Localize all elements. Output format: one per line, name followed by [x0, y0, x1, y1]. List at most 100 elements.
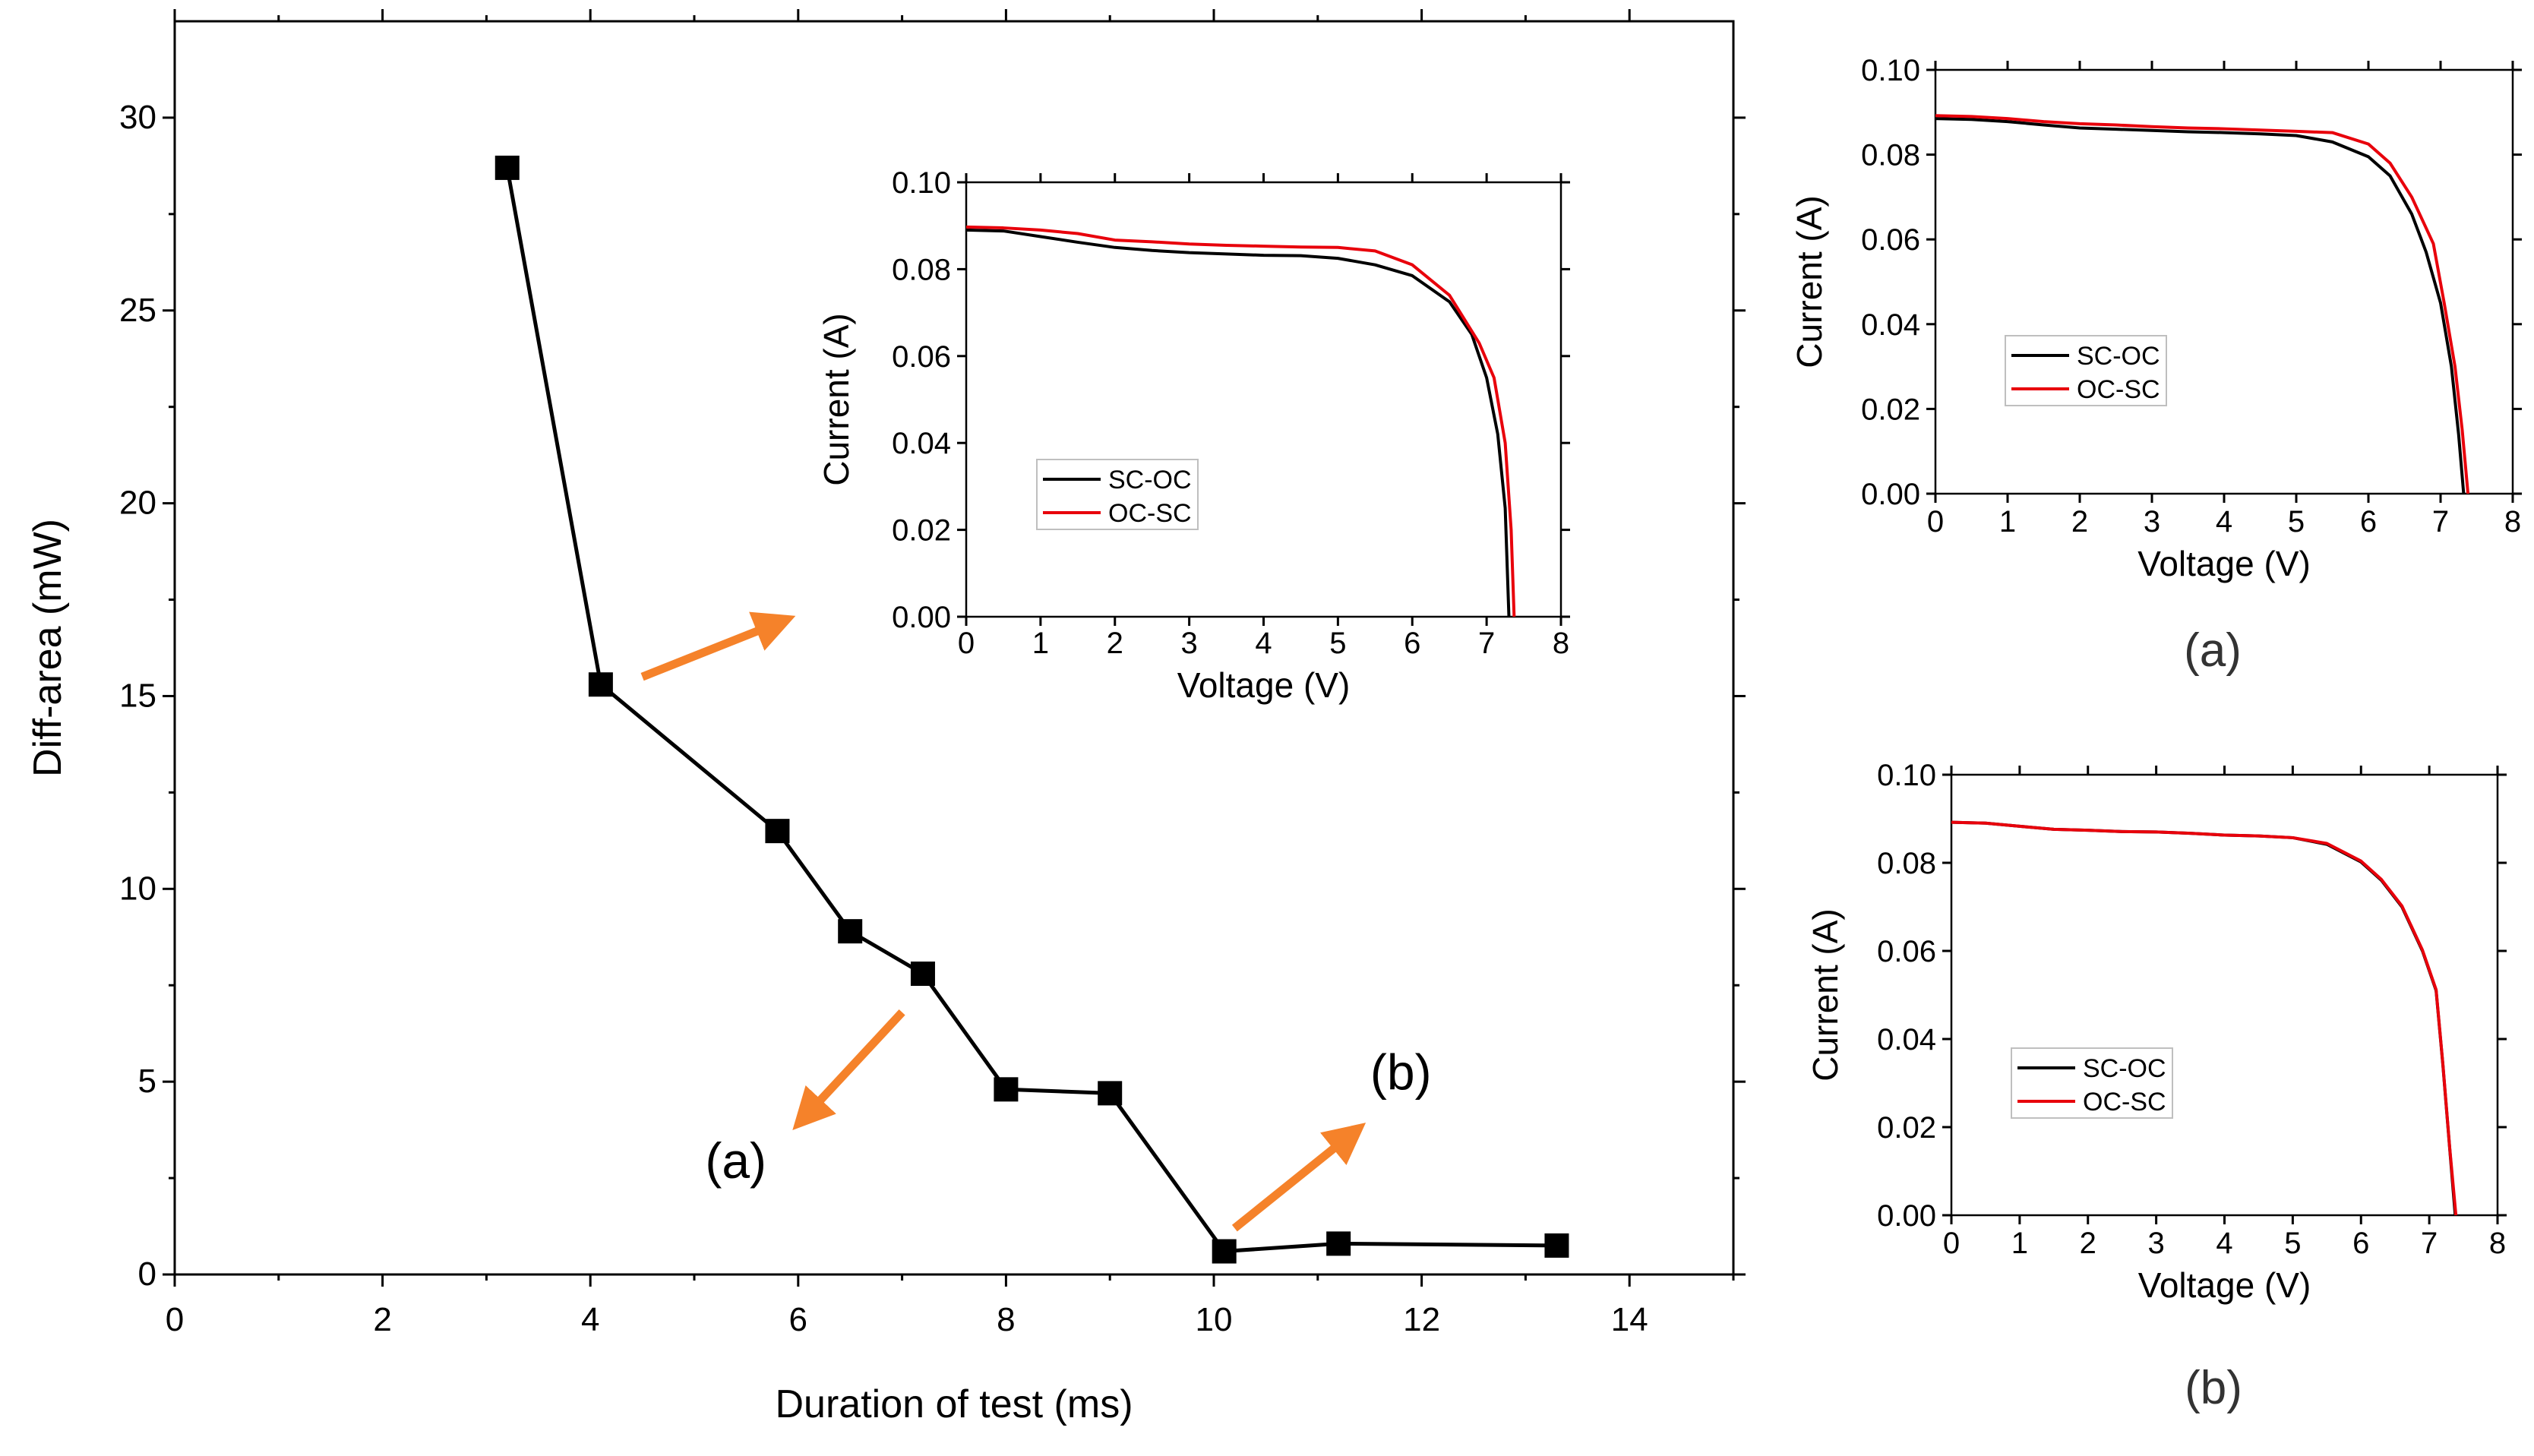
main-data-point [1326, 1231, 1351, 1256]
panel-a-legend-label: OC-SC [2077, 375, 2160, 404]
panel-a-legend-label: SC-OC [2077, 342, 2160, 371]
inset-y-axis-title: Current (A) [817, 313, 856, 485]
panel-a-ytick-label: 0.10 [1861, 54, 1920, 87]
inset-xtick-label: 8 [1553, 627, 1569, 660]
panel-a-xtick-label: 8 [2504, 505, 2521, 538]
panel-b-xtick-label: 0 [1943, 1227, 1960, 1260]
inset-xtick-label: 4 [1255, 627, 1272, 660]
inset-legend-label: OC-SC [1108, 499, 1192, 528]
orange-arrow-2 [792, 1009, 905, 1131]
panel-b-xtick-label: 5 [2284, 1227, 2301, 1260]
main-ytick-label: 20 [119, 485, 156, 522]
panel-a-xtick-label: 4 [2216, 505, 2232, 538]
panel-b-legend-label: OC-SC [2083, 1088, 2166, 1116]
orange-arrow-3 [1231, 1123, 1367, 1232]
main-x-axis-title: Duration of test (ms) [775, 1382, 1133, 1426]
panel-b-xtick-label: 4 [2216, 1227, 2232, 1260]
main-xtick-label: 8 [997, 1301, 1015, 1338]
inset-ytick-label: 0.10 [892, 166, 951, 200]
inset-xtick-label: 5 [1329, 627, 1346, 660]
inset-ytick-label: 0.04 [892, 427, 951, 460]
panel-b-xtick-label: 7 [2421, 1227, 2438, 1260]
main-annotation-a: (a) [705, 1132, 766, 1189]
inset-xtick-label: 6 [1404, 627, 1420, 660]
main-data-point [1544, 1233, 1569, 1258]
panel-b-series-sc-oc [1951, 820, 2457, 1216]
main-xtick-label: 10 [1196, 1301, 1233, 1338]
panel-b-x-axis-title: Voltage (V) [2138, 1265, 2311, 1305]
inset-ytick-label: 0.08 [892, 253, 951, 286]
panel-a-xtick-label: 0 [1927, 505, 1944, 538]
main-y-axis-title: Diff-area (mW) [26, 519, 70, 777]
panel-a-y-axis-title: Current (A) [1790, 195, 1829, 368]
panel-a-ytick-label: 0.06 [1861, 223, 1920, 257]
panel-b-xtick-label: 8 [2489, 1227, 2506, 1260]
panel-b-legend: SC-OC OC-SC [2011, 1047, 2173, 1119]
main-data-point [994, 1077, 1019, 1102]
panel-b-legend-box [2011, 1047, 2173, 1119]
main-series-diff-area [505, 167, 1557, 1254]
panel-b-ytick-label: 0.04 [1877, 1023, 1936, 1056]
panel-b-series-oc-sc [1951, 820, 2458, 1216]
panel-a-xtick-label: 5 [2288, 505, 2305, 538]
panel-b-plot-frame [1950, 773, 2499, 1217]
main-ytick-label: 30 [119, 99, 156, 136]
panel-b-ytick-label: 0.06 [1877, 935, 1936, 968]
main-data-point [494, 155, 520, 180]
panel-b-xtick-label: 3 [2148, 1227, 2165, 1260]
inset-xtick-label: 1 [1032, 627, 1049, 660]
inset-legend: SC-OC OC-SC [1036, 459, 1199, 530]
panel-a-xtick-label: 6 [2360, 505, 2377, 538]
inset-ytick-label: 0.00 [892, 601, 951, 634]
panel-b-y-axis-title: Current (A) [1806, 908, 1845, 1081]
inset-xtick-label: 2 [1107, 627, 1123, 660]
inset-legend-label: SC-OC [1108, 466, 1192, 494]
inset-series-sc-oc [965, 228, 1511, 617]
main-annotation-b: (b) [1370, 1044, 1432, 1100]
panel-a-xtick-label: 7 [2432, 505, 2449, 538]
panel-b-caption: (b) [2185, 1362, 2242, 1414]
panel-a-ytick-label: 0.08 [1861, 139, 1920, 172]
inset-ytick-label: 0.02 [892, 514, 951, 548]
panel-b-xtick-label: 1 [2011, 1227, 2028, 1260]
panel-a-x-axis-title: Voltage (V) [2137, 544, 2311, 583]
panel-a-series-oc-sc [1935, 114, 2470, 494]
panel-b-ytick-label: 0.00 [1877, 1199, 1936, 1233]
panel-a-xtick-label: 1 [1999, 505, 2016, 538]
panel-b-ytick-label: 0.10 [1877, 759, 1936, 792]
inset-series-oc-sc [965, 225, 1516, 617]
main-ytick-label: 5 [138, 1063, 156, 1100]
panel-a-ytick-label: 0.02 [1861, 393, 1920, 426]
panel-a-ytick-label: 0.04 [1861, 308, 1920, 342]
panel-a-xtick-label: 3 [2144, 505, 2160, 538]
main-xtick-label: 2 [373, 1301, 391, 1338]
inset-xtick-label: 0 [958, 627, 975, 660]
panel-a-series-sc-oc [1935, 117, 2466, 494]
main-xtick-label: 0 [166, 1301, 184, 1338]
panel-a-caption: (a) [2184, 624, 2242, 677]
main-xtick-label: 14 [1611, 1301, 1648, 1338]
panel-b-axes: 0 1 2 3 4 5 6 7 8 0.00 0.02 0.04 0.06 0.08 0.10 Voltage… [1806, 759, 2507, 1305]
panel-b-ytick-label: 0.02 [1877, 1111, 1936, 1145]
main-plot-frame [173, 20, 1735, 1276]
panel-a-xtick-label: 2 [2071, 505, 2088, 538]
main-data-point [1212, 1239, 1237, 1264]
main-data-point [1098, 1081, 1123, 1106]
main-xtick-label: 6 [789, 1301, 807, 1338]
main-xtick-label: 12 [1403, 1301, 1440, 1338]
panel-a-legend-box [2005, 335, 2167, 406]
main-ytick-label: 0 [138, 1255, 156, 1293]
panel-b-legend-label: SC-OC [2083, 1054, 2166, 1083]
panel-b-ytick-label: 0.08 [1877, 847, 1936, 880]
panel-a-axes: 0 1 2 3 4 5 6 7 8 0.00 0.02 0.04 0.06 0.08 0.10 Voltage… [1790, 54, 2522, 583]
main-xtick-label: 4 [581, 1301, 599, 1338]
orange-arrow-1 [640, 611, 796, 681]
main-data-point [765, 819, 790, 844]
inset-xtick-label: 7 [1478, 627, 1495, 660]
main-data-point [588, 672, 613, 697]
main-ytick-label: 25 [119, 292, 156, 329]
inset-x-axis-title: Voltage (V) [1177, 665, 1351, 705]
main-ytick-label: 15 [119, 677, 156, 714]
